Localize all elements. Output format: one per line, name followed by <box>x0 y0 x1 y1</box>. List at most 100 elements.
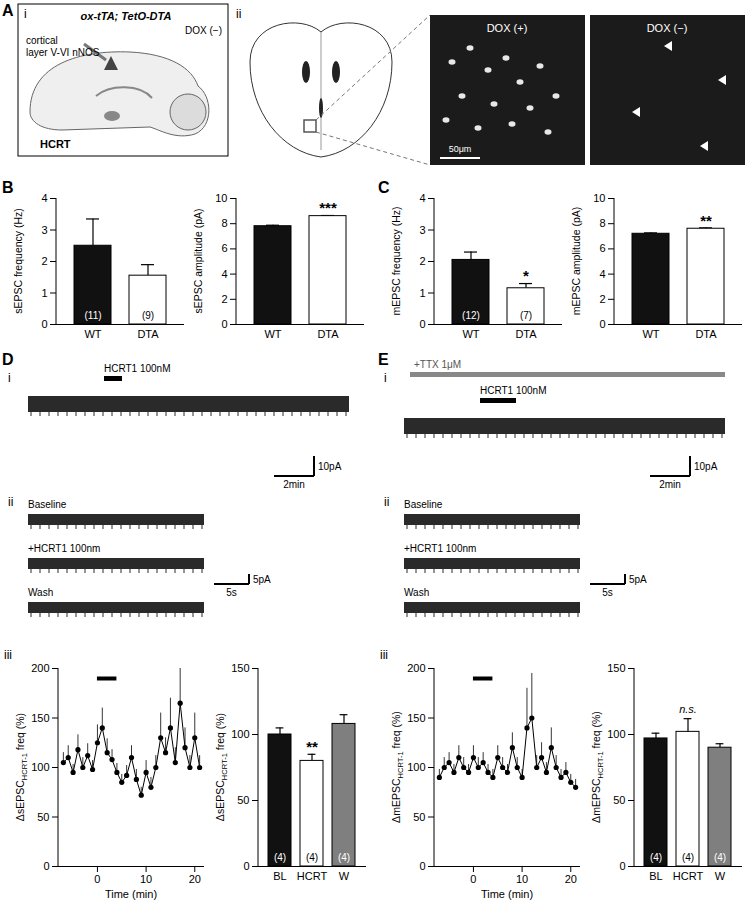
svg-text:4: 4 <box>221 268 227 280</box>
svg-text:DOX (+): DOX (+) <box>487 22 528 34</box>
svg-text:B: B <box>2 179 14 196</box>
svg-text:50: 50 <box>613 794 625 806</box>
svg-text:5pA: 5pA <box>629 574 647 585</box>
svg-text:0: 0 <box>419 860 425 872</box>
svg-text:HCRT: HCRT <box>673 870 704 882</box>
svg-text:(4): (4) <box>650 852 662 863</box>
svg-text:HCRT: HCRT <box>297 870 328 882</box>
svg-text:WT: WT <box>264 328 281 340</box>
svg-text:i: i <box>24 7 27 21</box>
svg-text:cortical: cortical <box>26 35 58 46</box>
svg-text:HCRT1 100nM: HCRT1 100nM <box>480 385 547 396</box>
svg-text:DTA: DTA <box>515 328 537 340</box>
svg-text:WT: WT <box>642 328 659 340</box>
svg-text:1: 1 <box>419 287 425 299</box>
svg-text:2min: 2min <box>283 479 305 490</box>
svg-text:Wash: Wash <box>404 587 429 598</box>
svg-text:ΔmEPSCHCRT-1 freq (%): ΔmEPSCHCRT-1 freq (%) <box>590 711 605 823</box>
svg-text:(4): (4) <box>682 852 694 863</box>
svg-text:20: 20 <box>565 873 577 885</box>
svg-text:***: *** <box>319 199 337 216</box>
svg-text:50: 50 <box>237 794 249 806</box>
svg-text:8: 8 <box>599 217 605 229</box>
svg-text:10pA: 10pA <box>694 461 718 472</box>
svg-text:ii: ii <box>384 495 389 509</box>
svg-text:0: 0 <box>41 318 47 330</box>
svg-text:HCRT: HCRT <box>40 138 71 150</box>
svg-text:WT: WT <box>84 328 101 340</box>
svg-text:0: 0 <box>94 873 100 885</box>
svg-text:200: 200 <box>31 662 49 674</box>
svg-text:(9): (9) <box>142 310 154 321</box>
svg-text:BL: BL <box>273 870 286 882</box>
svg-text:D: D <box>2 351 14 368</box>
svg-text:(4): (4) <box>274 852 286 863</box>
svg-text:ΔmEPSCHCRT-1 freq (%): ΔmEPSCHCRT-1 freq (%) <box>390 711 405 823</box>
svg-text:E: E <box>378 351 389 368</box>
svg-text:ΔsEPSCHCRT-1 freq (%): ΔsEPSCHCRT-1 freq (%) <box>14 713 29 821</box>
svg-text:(4): (4) <box>306 852 318 863</box>
svg-text:HCRT1 100nM: HCRT1 100nM <box>104 363 171 374</box>
svg-text:150: 150 <box>407 712 425 724</box>
svg-text:A: A <box>2 2 14 19</box>
svg-text:ox-tTA; TetO-DTA: ox-tTA; TetO-DTA <box>81 10 172 22</box>
svg-text:iii: iii <box>4 648 12 662</box>
svg-text:150: 150 <box>607 662 625 674</box>
svg-text:10: 10 <box>140 873 152 885</box>
svg-text:(11): (11) <box>84 310 101 321</box>
svg-text:0: 0 <box>619 860 625 872</box>
svg-text:sEPSC amplitude (pA): sEPSC amplitude (pA) <box>192 208 204 313</box>
svg-text:5s: 5s <box>226 587 237 598</box>
svg-text:DOX (−): DOX (−) <box>185 25 222 36</box>
svg-text:Wash: Wash <box>28 587 53 598</box>
svg-text:4: 4 <box>599 268 605 280</box>
svg-text:layer V-VI nNOS: layer V-VI nNOS <box>26 47 100 58</box>
svg-text:DOX (−): DOX (−) <box>647 22 688 34</box>
svg-text:W: W <box>339 870 350 882</box>
svg-text:0: 0 <box>470 873 476 885</box>
svg-text:2: 2 <box>599 293 605 305</box>
svg-text:W: W <box>715 870 726 882</box>
svg-text:0: 0 <box>221 318 227 330</box>
svg-text:6: 6 <box>599 242 605 254</box>
svg-text:50: 50 <box>37 811 49 823</box>
svg-text:**: ** <box>700 212 712 229</box>
svg-text:DTA: DTA <box>137 328 159 340</box>
svg-text:BL: BL <box>649 870 662 882</box>
svg-text:0: 0 <box>243 860 249 872</box>
svg-text:2: 2 <box>41 255 47 267</box>
svg-text:8: 8 <box>221 217 227 229</box>
svg-text:10: 10 <box>516 873 528 885</box>
svg-text:+TTX 1μM: +TTX 1μM <box>414 359 461 370</box>
svg-text:mEPSC amplitude (pA): mEPSC amplitude (pA) <box>570 207 582 316</box>
svg-text:200: 200 <box>407 662 425 674</box>
svg-text:2: 2 <box>419 255 425 267</box>
svg-text:100: 100 <box>607 728 625 740</box>
svg-text:0: 0 <box>43 860 49 872</box>
svg-text:ΔsEPSCHCRT-1 freq (%): ΔsEPSCHCRT-1 freq (%) <box>214 713 229 821</box>
svg-text:0: 0 <box>599 318 605 330</box>
svg-text:n.s.: n.s. <box>679 703 697 715</box>
svg-text:ii: ii <box>236 7 241 21</box>
svg-text:ii: ii <box>8 495 13 509</box>
svg-text:Time (min): Time (min) <box>481 888 533 900</box>
svg-text:*: * <box>523 267 529 284</box>
svg-text:100: 100 <box>407 761 425 773</box>
svg-text:6: 6 <box>221 242 227 254</box>
svg-text:i: i <box>8 371 11 385</box>
svg-text:5s: 5s <box>602 587 613 598</box>
svg-text:+HCRT1 100nm: +HCRT1 100nm <box>404 543 476 554</box>
svg-text:Time (min): Time (min) <box>105 888 157 900</box>
svg-text:3: 3 <box>41 224 47 236</box>
svg-text:3: 3 <box>419 224 425 236</box>
svg-text:4: 4 <box>419 192 425 204</box>
svg-text:1: 1 <box>41 287 47 299</box>
svg-text:Baseline: Baseline <box>28 499 67 510</box>
svg-text:iii: iii <box>380 648 388 662</box>
svg-text:(4): (4) <box>338 852 350 863</box>
svg-text:WT: WT <box>462 328 479 340</box>
svg-text:mEPSC frequency (Hz): mEPSC frequency (Hz) <box>390 206 402 315</box>
svg-text:50: 50 <box>413 811 425 823</box>
svg-text:sEPSC frequency (Hz): sEPSC frequency (Hz) <box>12 208 24 314</box>
svg-text:i: i <box>384 371 387 385</box>
